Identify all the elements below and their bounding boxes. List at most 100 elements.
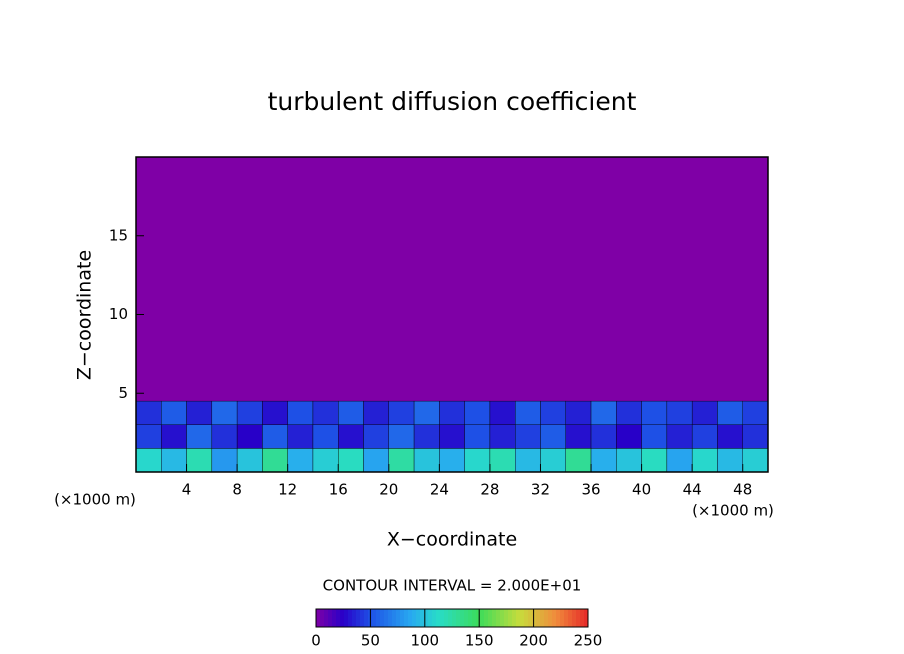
x-unit-left: (×1000 m) xyxy=(54,491,136,509)
contour-interval: CONTOUR INTERVAL = 2.000E+01 xyxy=(323,577,582,595)
colorbar-swatch xyxy=(456,609,461,627)
field-cell xyxy=(186,400,213,425)
field-cell xyxy=(262,448,288,473)
x-tick-label: 40 xyxy=(632,481,651,499)
colorbar-swatch xyxy=(396,609,401,627)
colorbar-swatch xyxy=(544,609,549,627)
colorbar-swatch xyxy=(380,609,385,627)
field-cell xyxy=(641,424,668,449)
colorbar-swatch xyxy=(580,609,585,627)
x-tick-label: 44 xyxy=(683,481,702,499)
field-cell xyxy=(616,400,642,425)
field-cell xyxy=(413,400,440,425)
field-cell xyxy=(413,424,440,449)
colorbar-swatch xyxy=(568,609,573,627)
chart-title: turbulent diffusion coefficient xyxy=(268,87,637,116)
x-unit-right: (×1000 m) xyxy=(692,502,774,520)
field-cell xyxy=(338,448,364,473)
field-cell xyxy=(135,400,162,425)
field-cell xyxy=(312,424,339,449)
field-cell xyxy=(161,400,187,425)
field-cell xyxy=(540,448,566,473)
colorbar-tick-label: 150 xyxy=(465,632,494,650)
colorbar-swatch xyxy=(564,609,569,627)
field-cell xyxy=(338,400,364,425)
y-tick-label: 10 xyxy=(109,305,128,323)
field-cell xyxy=(515,448,541,473)
field-cell xyxy=(287,400,314,425)
x-tick-label: 32 xyxy=(531,481,550,499)
field-cell xyxy=(287,424,314,449)
colorbar-swatch xyxy=(552,609,557,627)
field-cell xyxy=(489,448,516,473)
field-cell xyxy=(312,400,339,425)
colorbar-swatch xyxy=(376,609,381,627)
colorbar-swatch xyxy=(524,609,529,627)
field-cell xyxy=(262,424,288,449)
field-cell xyxy=(540,424,566,449)
colorbar-swatch xyxy=(364,609,369,627)
colorbar-swatch xyxy=(504,609,509,627)
field-cell xyxy=(489,424,516,449)
field-cell xyxy=(666,400,693,425)
field-cell xyxy=(616,448,642,473)
field-cell xyxy=(312,448,339,473)
colorbar-swatch xyxy=(360,609,365,627)
colorbar-tick-label: 0 xyxy=(311,632,321,650)
colorbar-swatch xyxy=(444,609,449,627)
field-cell xyxy=(691,448,718,473)
field-cell xyxy=(236,448,263,473)
colorbar-swatch xyxy=(536,609,541,627)
field-cell xyxy=(691,424,718,449)
colorbar-swatch xyxy=(460,609,465,627)
colorbar-swatch xyxy=(560,609,565,627)
colorbar-swatch xyxy=(400,609,405,627)
field-cell xyxy=(388,400,415,425)
colorbar-swatch xyxy=(340,609,345,627)
field-cell xyxy=(236,400,263,425)
field-cell xyxy=(616,424,642,449)
field-cell xyxy=(363,448,389,473)
colorbar-swatch xyxy=(416,609,421,627)
colorbar-swatch xyxy=(476,609,481,627)
colorbar-swatch xyxy=(320,609,325,627)
field-cell xyxy=(388,424,415,449)
field-cell xyxy=(590,400,617,425)
field-cell xyxy=(135,424,162,449)
colorbar-tick-label: 200 xyxy=(519,632,548,650)
colorbar-swatch xyxy=(512,609,517,627)
colorbar-swatch xyxy=(548,609,553,627)
colorbar-swatch xyxy=(408,609,413,627)
field-cell xyxy=(161,424,187,449)
colorbar-swatch xyxy=(576,609,581,627)
colorbar-swatch xyxy=(584,609,589,627)
field-cell xyxy=(515,400,541,425)
colorbar-swatch xyxy=(520,609,525,627)
field-cell xyxy=(489,400,516,425)
field-cell xyxy=(439,424,465,449)
colorbar-swatch xyxy=(448,609,453,627)
colorbar-swatch xyxy=(516,609,521,627)
colorbar-swatch xyxy=(404,609,409,627)
field-cell xyxy=(464,424,491,449)
colorbar-swatch xyxy=(412,609,417,627)
x-tick-label: 4 xyxy=(182,481,192,499)
colorbar-swatch xyxy=(496,609,501,627)
field-cell xyxy=(565,448,592,473)
field-cell xyxy=(641,448,668,473)
x-tick-label: 16 xyxy=(329,481,348,499)
colorbar-swatch xyxy=(480,609,485,627)
colorbar-tick-label: 50 xyxy=(361,632,380,650)
field-cell xyxy=(439,448,465,473)
x-tick-label: 24 xyxy=(430,481,449,499)
field-cell xyxy=(287,448,314,473)
colorbar-swatch xyxy=(356,609,361,627)
colorbar-swatch xyxy=(556,609,561,627)
field-cell xyxy=(565,400,592,425)
field xyxy=(135,400,769,473)
colorbar-swatch xyxy=(352,609,357,627)
field-cell xyxy=(236,424,263,449)
colorbar-swatch xyxy=(392,609,397,627)
colorbar-swatch xyxy=(484,609,489,627)
x-tick-label: 28 xyxy=(480,481,499,499)
